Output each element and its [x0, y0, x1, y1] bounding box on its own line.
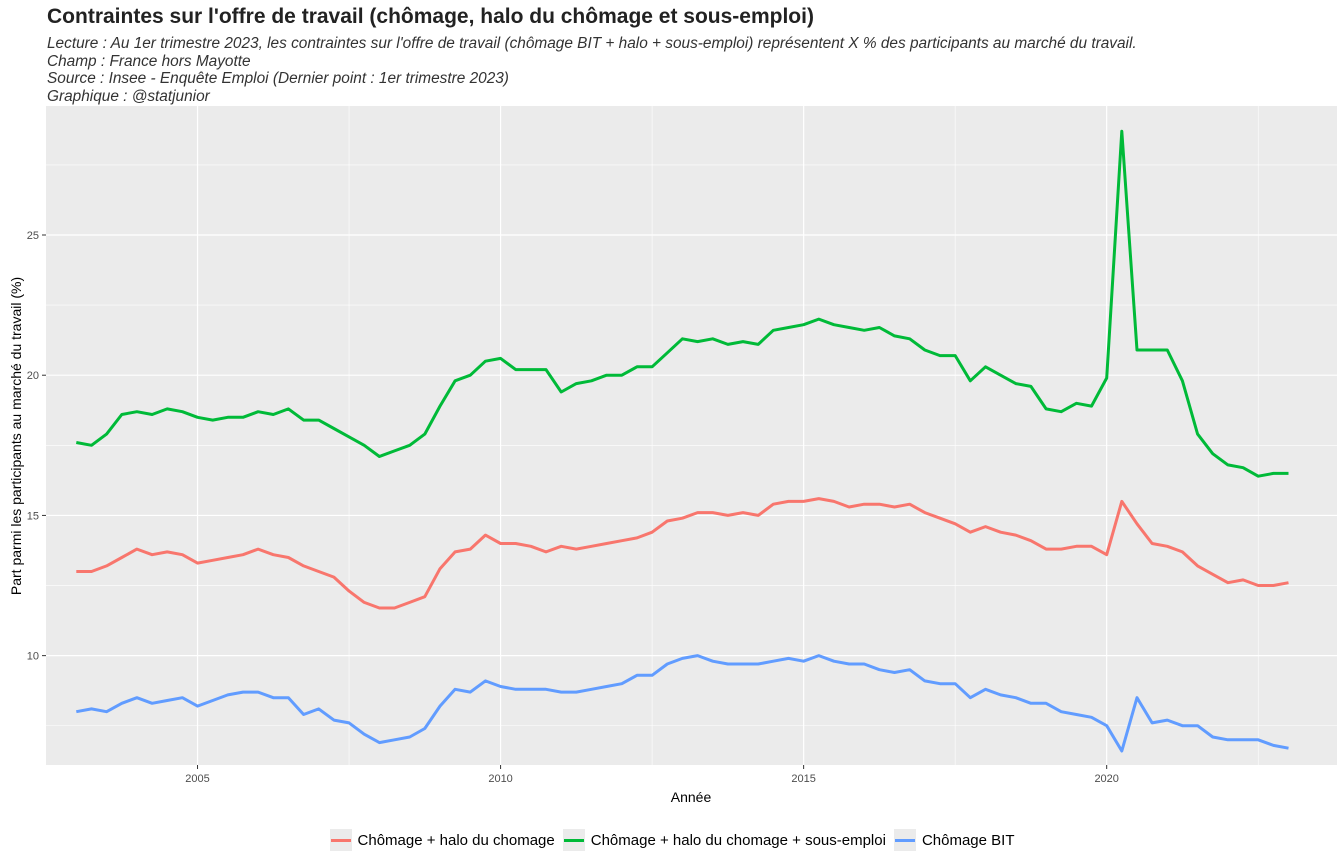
chart-subtitle: Lecture : Au 1er trimestre 2023, les con…	[47, 35, 1137, 105]
legend-key-chomage-halo	[329, 829, 352, 851]
x-tick-label: 2005	[185, 773, 209, 785]
x-tick-label: 2010	[488, 773, 512, 785]
series-lines	[76, 129, 1289, 753]
subtitle-champ: Champ : France hors Mayotte	[47, 52, 251, 70]
y-axis-title: Part parmi les participants au marché du…	[8, 277, 24, 595]
y-tick-label: 20	[27, 370, 39, 382]
legend-key-chomage-halo-sous-emploi	[562, 829, 585, 851]
legend-label-chomage-halo-sous-emploi: Chômage + halo du chomage + sous-emploi	[590, 831, 886, 849]
legend-item-chomage-halo-sous-emploi: Chômage + halo du chomage + sous-emploi	[562, 829, 886, 851]
subtitle-credit: Graphique : @statjunior	[47, 87, 210, 105]
legend-item-chomage-bit: Chômage BIT	[893, 829, 1015, 851]
legend-label-chomage-halo: Chômage + halo du chomage	[357, 831, 555, 849]
series-line-chomage-halo-sous-emploi	[76, 129, 1289, 478]
subtitle-source: Source : Insee - Enquête Emploi (Dernier…	[47, 70, 509, 87]
legend-label-chomage-bit: Chômage BIT	[921, 831, 1015, 849]
y-axis: 10 15 20 25	[27, 230, 46, 663]
chart-title: Contraintes sur l'offre de travail (chôm…	[47, 5, 814, 28]
y-tick-label: 25	[27, 230, 39, 242]
subtitle-lecture: Lecture : Au 1er trimestre 2023, les con…	[47, 35, 1137, 52]
plot-panel	[46, 106, 1337, 765]
x-tick-label: 2020	[1094, 773, 1118, 785]
series-line-chomage-bit	[76, 654, 1289, 753]
legend: Chômage + halo du chomage Chômage + halo…	[0, 829, 1344, 851]
y-tick-label: 10	[27, 651, 39, 663]
x-axis-title: Année	[671, 789, 712, 805]
series-line-chomage-halo	[76, 497, 1289, 610]
legend-item-chomage-halo: Chômage + halo du chomage	[329, 829, 555, 851]
y-tick-label: 15	[27, 510, 39, 522]
legend-key-chomage-bit	[893, 829, 916, 851]
x-tick-label: 2015	[791, 773, 815, 785]
x-axis: 2005 2010 2015 2020	[185, 765, 1119, 785]
